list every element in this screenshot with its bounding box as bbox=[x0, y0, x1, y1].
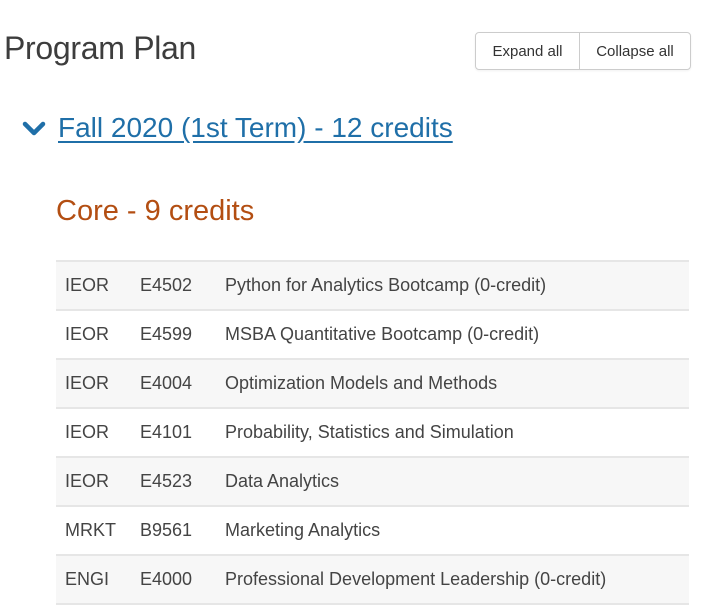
course-number: E4523 bbox=[140, 471, 193, 491]
table-row: IEOR E4523 Data Analytics bbox=[56, 457, 689, 506]
table-row: ENGI E4000 Professional Development Leader… bbox=[56, 555, 689, 604]
course-dept: IEOR bbox=[65, 324, 110, 344]
course-dept: IEOR bbox=[65, 422, 110, 442]
course-dept: IEOR bbox=[65, 275, 110, 295]
expand-collapse-group: Expand all Collapse all bbox=[475, 32, 691, 70]
course-table: IEOR E4502 Python for Analytics Bootcamp (… bbox=[56, 260, 689, 605]
chevron-down-icon[interactable] bbox=[22, 116, 46, 140]
course-number: B9561 bbox=[140, 520, 193, 540]
section-heading: Core - 9 credits bbox=[56, 195, 255, 227]
course-dept: IEOR bbox=[65, 373, 110, 393]
course-number: E4000 bbox=[140, 569, 193, 589]
table-row: IEOR E4004 Optimization Models and Methods bbox=[56, 359, 689, 408]
table-row: IEOR E4502 Python for Analytics Bootcamp (… bbox=[56, 261, 689, 310]
course-name: Optimization Models and Methods bbox=[225, 373, 498, 393]
course-number: E4599 bbox=[140, 324, 193, 344]
course-name: Probability, Statistics and Simulation bbox=[225, 422, 514, 442]
course-name: Python for Analytics Bootcamp (0-credit) bbox=[225, 275, 547, 295]
course-name: MSBA Quantitative Bootcamp (0-credit) bbox=[225, 324, 540, 344]
course-name: Professional Development Leadership (0-c… bbox=[225, 569, 607, 589]
collapse-all-button[interactable]: Collapse all bbox=[579, 33, 690, 69]
course-dept: ENGI bbox=[65, 569, 110, 589]
course-number: E4004 bbox=[140, 373, 193, 393]
course-number: E4502 bbox=[140, 275, 193, 295]
expand-all-button[interactable]: Expand all bbox=[476, 33, 579, 69]
table-row: IEOR E4101 Probability, Statistics and Sim… bbox=[56, 408, 689, 457]
table-row: IEOR E4599 MSBA Quantitative Bootcamp (0-c… bbox=[56, 310, 689, 359]
term-toggle[interactable]: Fall 2020 (1st Term) - 12 credits bbox=[22, 112, 453, 144]
page-title: Program Plan bbox=[4, 30, 197, 66]
course-number: E4101 bbox=[140, 422, 193, 442]
term-link[interactable]: Fall 2020 (1st Term) - 12 credits bbox=[58, 112, 453, 143]
course-dept: MRKT bbox=[65, 520, 116, 540]
course-name: Data Analytics bbox=[225, 471, 340, 491]
table-row: MRKT B9561 Marketing Analytics bbox=[56, 506, 689, 555]
course-name: Marketing Analytics bbox=[225, 520, 381, 540]
course-dept: IEOR bbox=[65, 471, 110, 491]
